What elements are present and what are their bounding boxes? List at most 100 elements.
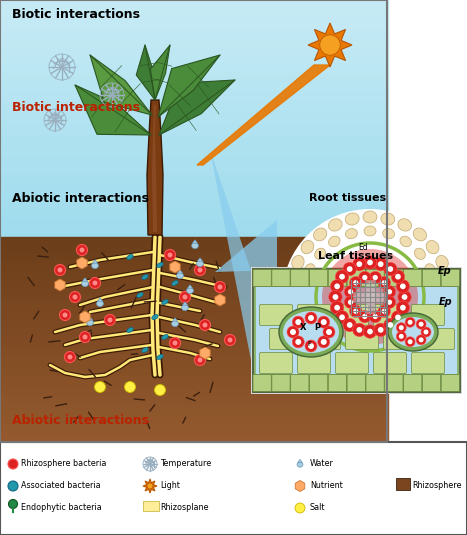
Bar (0, 244, 388, 251)
Circle shape (320, 35, 340, 55)
Circle shape (79, 248, 85, 253)
Circle shape (359, 310, 371, 323)
Bar (0, 299, 388, 305)
Circle shape (408, 320, 413, 325)
Circle shape (147, 483, 153, 489)
Ellipse shape (329, 347, 340, 358)
Bar (0, 360, 388, 367)
Circle shape (344, 296, 357, 309)
Circle shape (305, 312, 317, 324)
Circle shape (359, 271, 371, 284)
Ellipse shape (92, 263, 99, 269)
FancyBboxPatch shape (383, 328, 417, 349)
Ellipse shape (363, 371, 377, 383)
Circle shape (369, 271, 382, 284)
FancyBboxPatch shape (253, 374, 271, 392)
Bar (0, 223, 388, 227)
Bar (0, 227, 388, 232)
Circle shape (214, 281, 226, 293)
Polygon shape (198, 258, 203, 261)
Circle shape (333, 294, 338, 300)
Bar (0, 204, 388, 209)
Bar (0, 232, 388, 237)
FancyBboxPatch shape (347, 270, 365, 287)
Ellipse shape (171, 320, 178, 327)
Text: P: P (314, 323, 320, 332)
Circle shape (396, 323, 406, 333)
Ellipse shape (157, 263, 163, 268)
Circle shape (353, 323, 366, 337)
FancyBboxPatch shape (310, 374, 328, 392)
Circle shape (322, 249, 418, 345)
Circle shape (349, 277, 362, 289)
Circle shape (416, 319, 426, 329)
Text: Salt: Salt (310, 503, 325, 512)
Circle shape (155, 385, 165, 395)
Text: Abiotic interactions: Abiotic interactions (12, 414, 149, 427)
Polygon shape (83, 278, 87, 281)
Ellipse shape (430, 301, 440, 312)
Polygon shape (55, 279, 65, 291)
Bar (396, 478, 410, 490)
Ellipse shape (86, 319, 93, 326)
Circle shape (383, 262, 397, 276)
Bar (0, 81, 388, 85)
Ellipse shape (346, 228, 357, 239)
Circle shape (396, 280, 410, 293)
Circle shape (282, 209, 458, 385)
Bar (0, 85, 388, 90)
Ellipse shape (292, 256, 304, 269)
Circle shape (395, 274, 401, 280)
Bar (0, 123, 388, 128)
Circle shape (378, 261, 383, 267)
Ellipse shape (382, 355, 395, 365)
Bar (0, 367, 388, 373)
Circle shape (331, 301, 344, 315)
Circle shape (347, 322, 353, 328)
Circle shape (418, 322, 424, 327)
Ellipse shape (442, 308, 454, 322)
Bar (0, 0, 387, 442)
Circle shape (424, 330, 429, 334)
Polygon shape (143, 479, 157, 493)
Polygon shape (215, 220, 277, 272)
FancyBboxPatch shape (441, 270, 460, 287)
Circle shape (194, 355, 205, 365)
Bar (0, 28, 388, 33)
Circle shape (339, 274, 345, 280)
Text: Water: Water (310, 459, 334, 468)
Polygon shape (197, 65, 330, 165)
Circle shape (321, 319, 327, 325)
Circle shape (378, 305, 390, 317)
Bar (353, 292, 387, 302)
Circle shape (398, 291, 411, 304)
FancyBboxPatch shape (290, 270, 309, 287)
Ellipse shape (142, 274, 148, 279)
Bar (0, 326, 388, 333)
Bar (0, 137, 388, 142)
Ellipse shape (301, 340, 314, 354)
Ellipse shape (413, 353, 426, 366)
Text: Rhizosphere bacteria: Rhizosphere bacteria (21, 459, 106, 468)
Circle shape (363, 256, 377, 269)
Ellipse shape (157, 355, 163, 360)
Text: Abiotic interactions: Abiotic interactions (12, 192, 149, 205)
Bar (0, 394, 388, 401)
FancyBboxPatch shape (290, 374, 309, 392)
Bar (0, 95, 388, 100)
Bar (0, 401, 388, 408)
Circle shape (369, 310, 382, 323)
Ellipse shape (286, 308, 298, 322)
Circle shape (344, 286, 357, 298)
Circle shape (402, 294, 407, 300)
Circle shape (373, 314, 378, 319)
Circle shape (70, 292, 80, 302)
Bar (0, 161, 388, 166)
Bar (0, 442, 467, 535)
Bar (0, 71, 388, 76)
Ellipse shape (381, 369, 395, 381)
Bar (0, 408, 388, 415)
Circle shape (318, 316, 330, 328)
Bar (0, 185, 388, 189)
Ellipse shape (442, 272, 454, 286)
